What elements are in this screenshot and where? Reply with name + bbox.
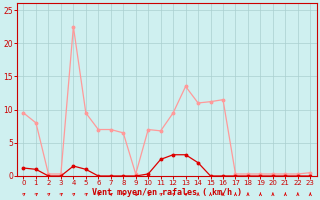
X-axis label: Vent moyen/en rafales ( km/h ): Vent moyen/en rafales ( km/h ) bbox=[92, 188, 242, 197]
